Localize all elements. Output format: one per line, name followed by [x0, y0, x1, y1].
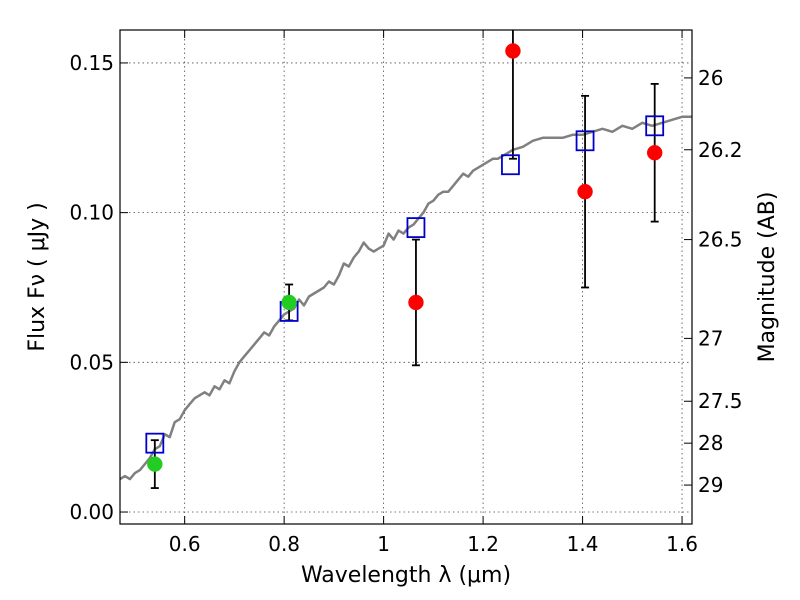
y-tick-label: 0.10: [69, 201, 114, 225]
model-spectrum-layer: [119, 115, 692, 481]
x-tick-label: 0.6: [169, 532, 201, 556]
model-photometry-point: [145, 432, 165, 454]
y-axis-title: Flux Fν ( μJy ): [25, 202, 50, 351]
y2-axis-ticks: 26 26.2 26.5 27 27.5 28 29: [684, 66, 743, 497]
x-axis-title: Wavelength λ (μm): [301, 563, 511, 588]
observed-flux-point: [147, 456, 163, 472]
grid-layer: [120, 30, 692, 524]
observed-flux-point: [505, 43, 521, 59]
y-tick-label: 0.00: [69, 500, 114, 524]
observed-points-layer: [147, 43, 663, 472]
y2-tick-label: 27: [698, 326, 723, 350]
y2-tick-label: 26.2: [698, 138, 743, 162]
y2-tick-label: 28: [698, 431, 723, 455]
x-tick-label: 1.2: [467, 532, 499, 556]
model-photometry-point: [645, 115, 665, 137]
y2-tick-label: 27.5: [698, 389, 743, 413]
observed-flux-point: [408, 294, 424, 311]
model-photometry-point: [406, 217, 426, 239]
y2-axis-title: Magnitude (AB): [755, 192, 780, 363]
x-tick-label: 1.4: [567, 532, 599, 556]
observed-flux-point: [646, 145, 663, 161]
plot-frame: [119, 29, 693, 525]
x-axis-ticks: 0.6 0.8 1 1.2 1.4 1.6: [169, 30, 698, 556]
x-tick-label: 1.6: [666, 532, 698, 556]
observed-flux-point: [577, 183, 593, 200]
model-photometry-layer: [145, 115, 665, 454]
y-tick-label: 0.15: [69, 51, 114, 75]
model-photometry-point: [501, 154, 520, 176]
x-tick-label: 0.8: [268, 532, 300, 556]
model-photometry-point: [575, 130, 595, 152]
y-axis-ticks: 0.00 0.05 0.10 0.15: [69, 51, 128, 524]
x-tick-label: 1: [377, 532, 390, 556]
y2-tick-label: 26.5: [698, 228, 743, 252]
y2-tick-label: 26: [698, 66, 723, 90]
y2-tick-label: 29: [698, 473, 723, 497]
model-spectrum-line: [119, 115, 692, 481]
observed-flux-point: [281, 294, 297, 311]
y-tick-label: 0.05: [69, 350, 114, 374]
